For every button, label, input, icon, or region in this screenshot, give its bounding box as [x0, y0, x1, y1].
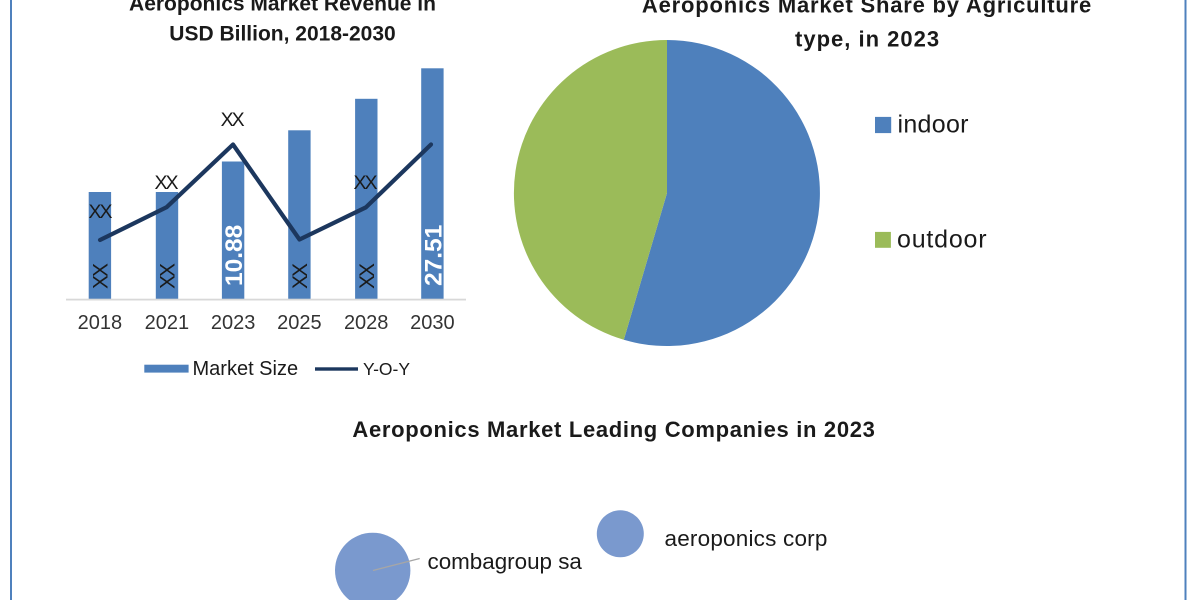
svg-text:Aeroponics Market Revenue in: Aeroponics Market Revenue in [129, 0, 436, 16]
svg-text:Aeroponics Market Share by Agr: Aeroponics Market Share by Agriculture [642, 0, 1092, 18]
svg-text:outdoor: outdoor [897, 226, 987, 254]
svg-text:2025: 2025 [277, 312, 322, 334]
svg-text:2021: 2021 [145, 312, 190, 334]
svg-text:Market Size: Market Size [193, 358, 299, 380]
svg-text:Aeroponics Market Leading Comp: Aeroponics Market Leading Companies in 2… [352, 417, 875, 442]
svg-text:XX: XX [157, 263, 180, 289]
svg-text:XX: XX [88, 201, 112, 223]
svg-text:indoor: indoor [898, 111, 969, 139]
svg-text:type, in 2023: type, in 2023 [795, 27, 940, 52]
svg-text:2028: 2028 [344, 312, 389, 334]
svg-text:XX: XX [90, 263, 113, 289]
svg-text:27.51: 27.51 [420, 225, 447, 286]
svg-text:2030: 2030 [410, 312, 455, 334]
svg-text:XX: XX [221, 109, 245, 131]
svg-text:XX: XX [289, 263, 312, 289]
svg-text:combagroup sa: combagroup sa [428, 549, 583, 574]
svg-text:2018: 2018 [78, 312, 123, 334]
svg-text:aeroponics corp: aeroponics corp [665, 526, 828, 551]
svg-text:XX: XX [353, 172, 377, 194]
svg-text:Y-O-Y: Y-O-Y [363, 359, 410, 379]
svg-text:USD Billion, 2018-2030: USD Billion, 2018-2030 [169, 22, 395, 45]
svg-text:10.88: 10.88 [221, 225, 248, 286]
svg-text:XX: XX [154, 172, 178, 194]
svg-text:2023: 2023 [211, 312, 256, 334]
svg-text:XX: XX [356, 263, 379, 289]
